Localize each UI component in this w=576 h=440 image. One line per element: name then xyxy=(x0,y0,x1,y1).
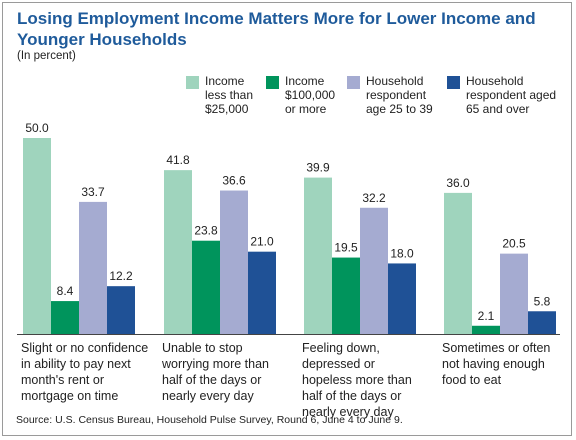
data-label: 20.5 xyxy=(502,237,526,251)
legend-item-2: Income $100,000 or more xyxy=(266,74,335,116)
data-label: 21.0 xyxy=(250,235,274,249)
bar xyxy=(192,240,220,334)
chart-subtitle: (In percent) xyxy=(17,50,76,62)
data-label: 19.5 xyxy=(334,241,358,255)
source-note: Source: U.S. Census Bureau, Household Pu… xyxy=(16,414,403,426)
bar xyxy=(107,286,135,334)
data-label: 23.8 xyxy=(194,224,218,238)
category-label: Slight or no confidence in ability to pay… xyxy=(21,341,149,403)
bar xyxy=(248,251,276,334)
legend-swatch xyxy=(347,76,360,89)
legend-label: Income less than $25,000 xyxy=(205,74,254,116)
data-label: 2.1 xyxy=(478,309,495,323)
bar xyxy=(528,311,556,334)
data-label: 41.8 xyxy=(166,153,190,167)
data-label: 5.8 xyxy=(534,294,551,308)
data-label: 36.6 xyxy=(222,174,246,188)
bar xyxy=(304,177,332,334)
bar xyxy=(388,263,416,334)
bar xyxy=(360,207,388,334)
data-label: 18.0 xyxy=(390,246,414,260)
bar xyxy=(51,301,79,334)
legend-swatch xyxy=(266,76,279,89)
bar xyxy=(332,257,360,334)
legend-swatch xyxy=(447,76,460,89)
category-label: Sometimes or often not having enough food … xyxy=(442,341,551,387)
data-label: 8.4 xyxy=(57,284,74,298)
chart-title: Losing Employment Income Matters More fo… xyxy=(17,9,536,49)
legend-label: Household respondent age 25 to 39 xyxy=(366,74,433,116)
data-label: 50.0 xyxy=(25,121,49,135)
bar xyxy=(444,192,472,334)
bar xyxy=(23,138,51,334)
category-label: Feeling down, depressed or hopeless more t… xyxy=(302,341,412,419)
legend-swatch xyxy=(186,76,199,89)
category-label: Unable to stop worrying more than half of … xyxy=(162,341,269,403)
legend-item-4: Household respondent aged 65 and over xyxy=(447,74,556,116)
data-label: 12.2 xyxy=(109,269,133,283)
bar xyxy=(164,170,192,334)
data-label: 36.0 xyxy=(446,176,470,190)
legend-item-3: Household respondent age 25 to 39 xyxy=(347,74,433,116)
legend-label: Household respondent aged 65 and over xyxy=(466,74,557,116)
data-label: 39.9 xyxy=(306,161,330,175)
bar xyxy=(472,325,500,334)
bar xyxy=(500,253,528,334)
legend-label: Income $100,000 or more xyxy=(285,74,336,116)
bar xyxy=(220,190,248,334)
data-label: 32.2 xyxy=(362,191,386,205)
bar xyxy=(79,201,107,334)
data-label: 33.7 xyxy=(81,185,105,199)
legend-item-1: Income less than $25,000 xyxy=(186,74,253,116)
